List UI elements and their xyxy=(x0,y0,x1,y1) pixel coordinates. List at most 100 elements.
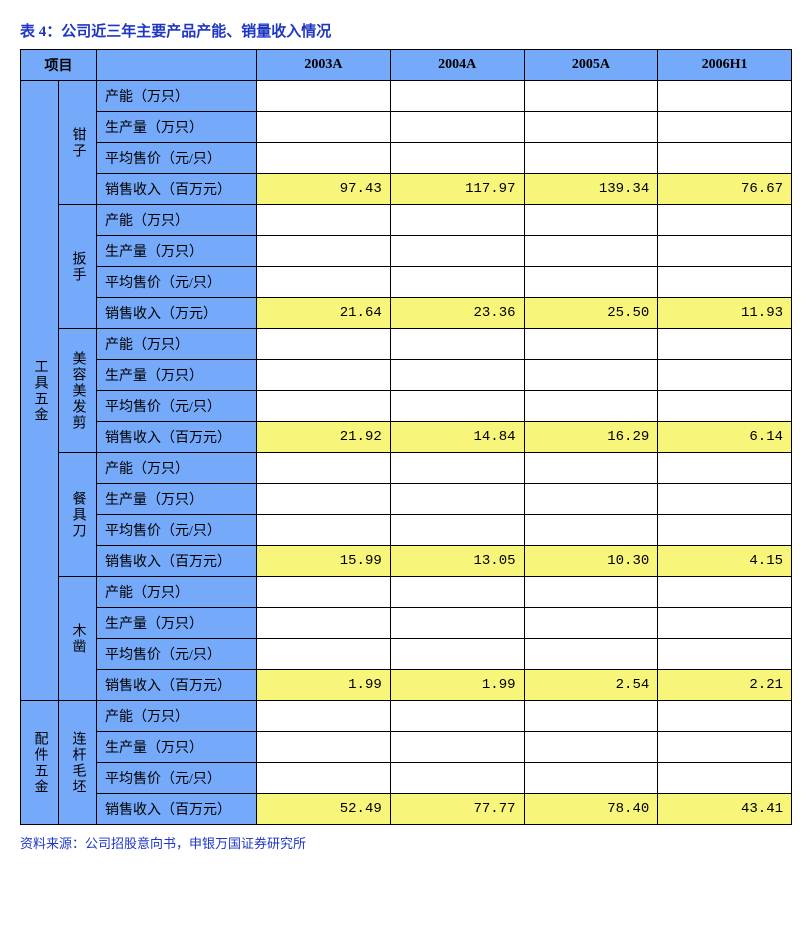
cell xyxy=(524,360,658,391)
cell: 23.36 xyxy=(390,298,524,329)
metric-label: 平均售价（元/只） xyxy=(97,515,257,546)
product-rod-blank: 连杆毛坯 xyxy=(59,701,97,825)
product-wood-chisel: 木凿 xyxy=(59,577,97,701)
cell xyxy=(390,732,524,763)
cell: 77.77 xyxy=(390,794,524,825)
cell xyxy=(658,732,792,763)
cell xyxy=(390,577,524,608)
cell xyxy=(524,639,658,670)
metric-label: 生产量（万只） xyxy=(97,360,257,391)
cell xyxy=(257,329,391,360)
cell xyxy=(658,391,792,422)
cell xyxy=(390,205,524,236)
cell: 6.14 xyxy=(658,422,792,453)
cell xyxy=(524,267,658,298)
cell: 97.43 xyxy=(257,174,391,205)
cell xyxy=(524,205,658,236)
cell xyxy=(524,236,658,267)
cell xyxy=(257,81,391,112)
metric-label: 销售收入（百万元） xyxy=(97,670,257,701)
cell xyxy=(524,577,658,608)
metric-label: 产能（万只） xyxy=(97,205,257,236)
cell xyxy=(257,732,391,763)
metric-label: 销售收入（万元） xyxy=(97,298,257,329)
cell xyxy=(257,701,391,732)
cell: 43.41 xyxy=(658,794,792,825)
cell: 1.99 xyxy=(257,670,391,701)
cell xyxy=(524,732,658,763)
cell xyxy=(390,391,524,422)
product-table-knife: 餐具刀 xyxy=(59,453,97,577)
header-project: 项目 xyxy=(21,50,97,81)
cell xyxy=(658,112,792,143)
cell xyxy=(257,391,391,422)
cell: 117.97 xyxy=(390,174,524,205)
cell xyxy=(658,205,792,236)
header-2004: 2004A xyxy=(390,50,524,81)
cell xyxy=(257,639,391,670)
table-title: 表 4：公司近三年主要产品产能、销量收入情况 xyxy=(20,20,792,41)
header-2003: 2003A xyxy=(257,50,391,81)
cell: 15.99 xyxy=(257,546,391,577)
cell: 14.84 xyxy=(390,422,524,453)
cell xyxy=(658,577,792,608)
cell: 2.54 xyxy=(524,670,658,701)
cell: 78.40 xyxy=(524,794,658,825)
cell xyxy=(390,236,524,267)
metric-label: 销售收入（百万元） xyxy=(97,174,257,205)
cell xyxy=(257,205,391,236)
cell xyxy=(390,329,524,360)
cell xyxy=(257,608,391,639)
cell xyxy=(658,143,792,174)
cell xyxy=(390,763,524,794)
metric-label: 产能（万只） xyxy=(97,81,257,112)
header-2006h1: 2006H1 xyxy=(658,50,792,81)
cell xyxy=(257,112,391,143)
cell: 2.21 xyxy=(658,670,792,701)
cell: 11.93 xyxy=(658,298,792,329)
cell xyxy=(257,515,391,546)
header-blank xyxy=(97,50,257,81)
category-tool-hardware: 工具五金 xyxy=(21,81,59,701)
cell xyxy=(257,763,391,794)
cell xyxy=(257,484,391,515)
cell xyxy=(390,608,524,639)
metric-label: 产能（万只） xyxy=(97,453,257,484)
cell xyxy=(524,484,658,515)
cell: 21.92 xyxy=(257,422,391,453)
cell xyxy=(524,763,658,794)
cell: 76.67 xyxy=(658,174,792,205)
cell xyxy=(524,112,658,143)
cell xyxy=(390,143,524,174)
table-source: 资料来源：公司招股意向书，申银万国证券研究所 xyxy=(20,833,792,852)
cell xyxy=(390,112,524,143)
cell xyxy=(390,81,524,112)
cell xyxy=(524,81,658,112)
cell xyxy=(658,267,792,298)
data-table: 项目 2003A 2004A 2005A 2006H1 工具五金 钳子 产能（万… xyxy=(20,49,792,825)
metric-label: 产能（万只） xyxy=(97,701,257,732)
metric-label: 销售收入（百万元） xyxy=(97,422,257,453)
cell xyxy=(658,639,792,670)
metric-label: 平均售价（元/只） xyxy=(97,267,257,298)
cell xyxy=(257,236,391,267)
cell: 16.29 xyxy=(524,422,658,453)
cell xyxy=(524,143,658,174)
cell xyxy=(658,81,792,112)
cell xyxy=(524,515,658,546)
cell xyxy=(524,453,658,484)
metric-label: 生产量（万只） xyxy=(97,484,257,515)
cell: 52.49 xyxy=(257,794,391,825)
product-pliers: 钳子 xyxy=(59,81,97,205)
metric-label: 平均售价（元/只） xyxy=(97,143,257,174)
cell xyxy=(524,391,658,422)
metric-label: 产能（万只） xyxy=(97,329,257,360)
metric-label: 生产量（万只） xyxy=(97,732,257,763)
metric-label: 生产量（万只） xyxy=(97,112,257,143)
cell xyxy=(257,143,391,174)
cell xyxy=(257,577,391,608)
cell xyxy=(524,608,658,639)
cell xyxy=(658,453,792,484)
cell xyxy=(658,701,792,732)
cell: 21.64 xyxy=(257,298,391,329)
